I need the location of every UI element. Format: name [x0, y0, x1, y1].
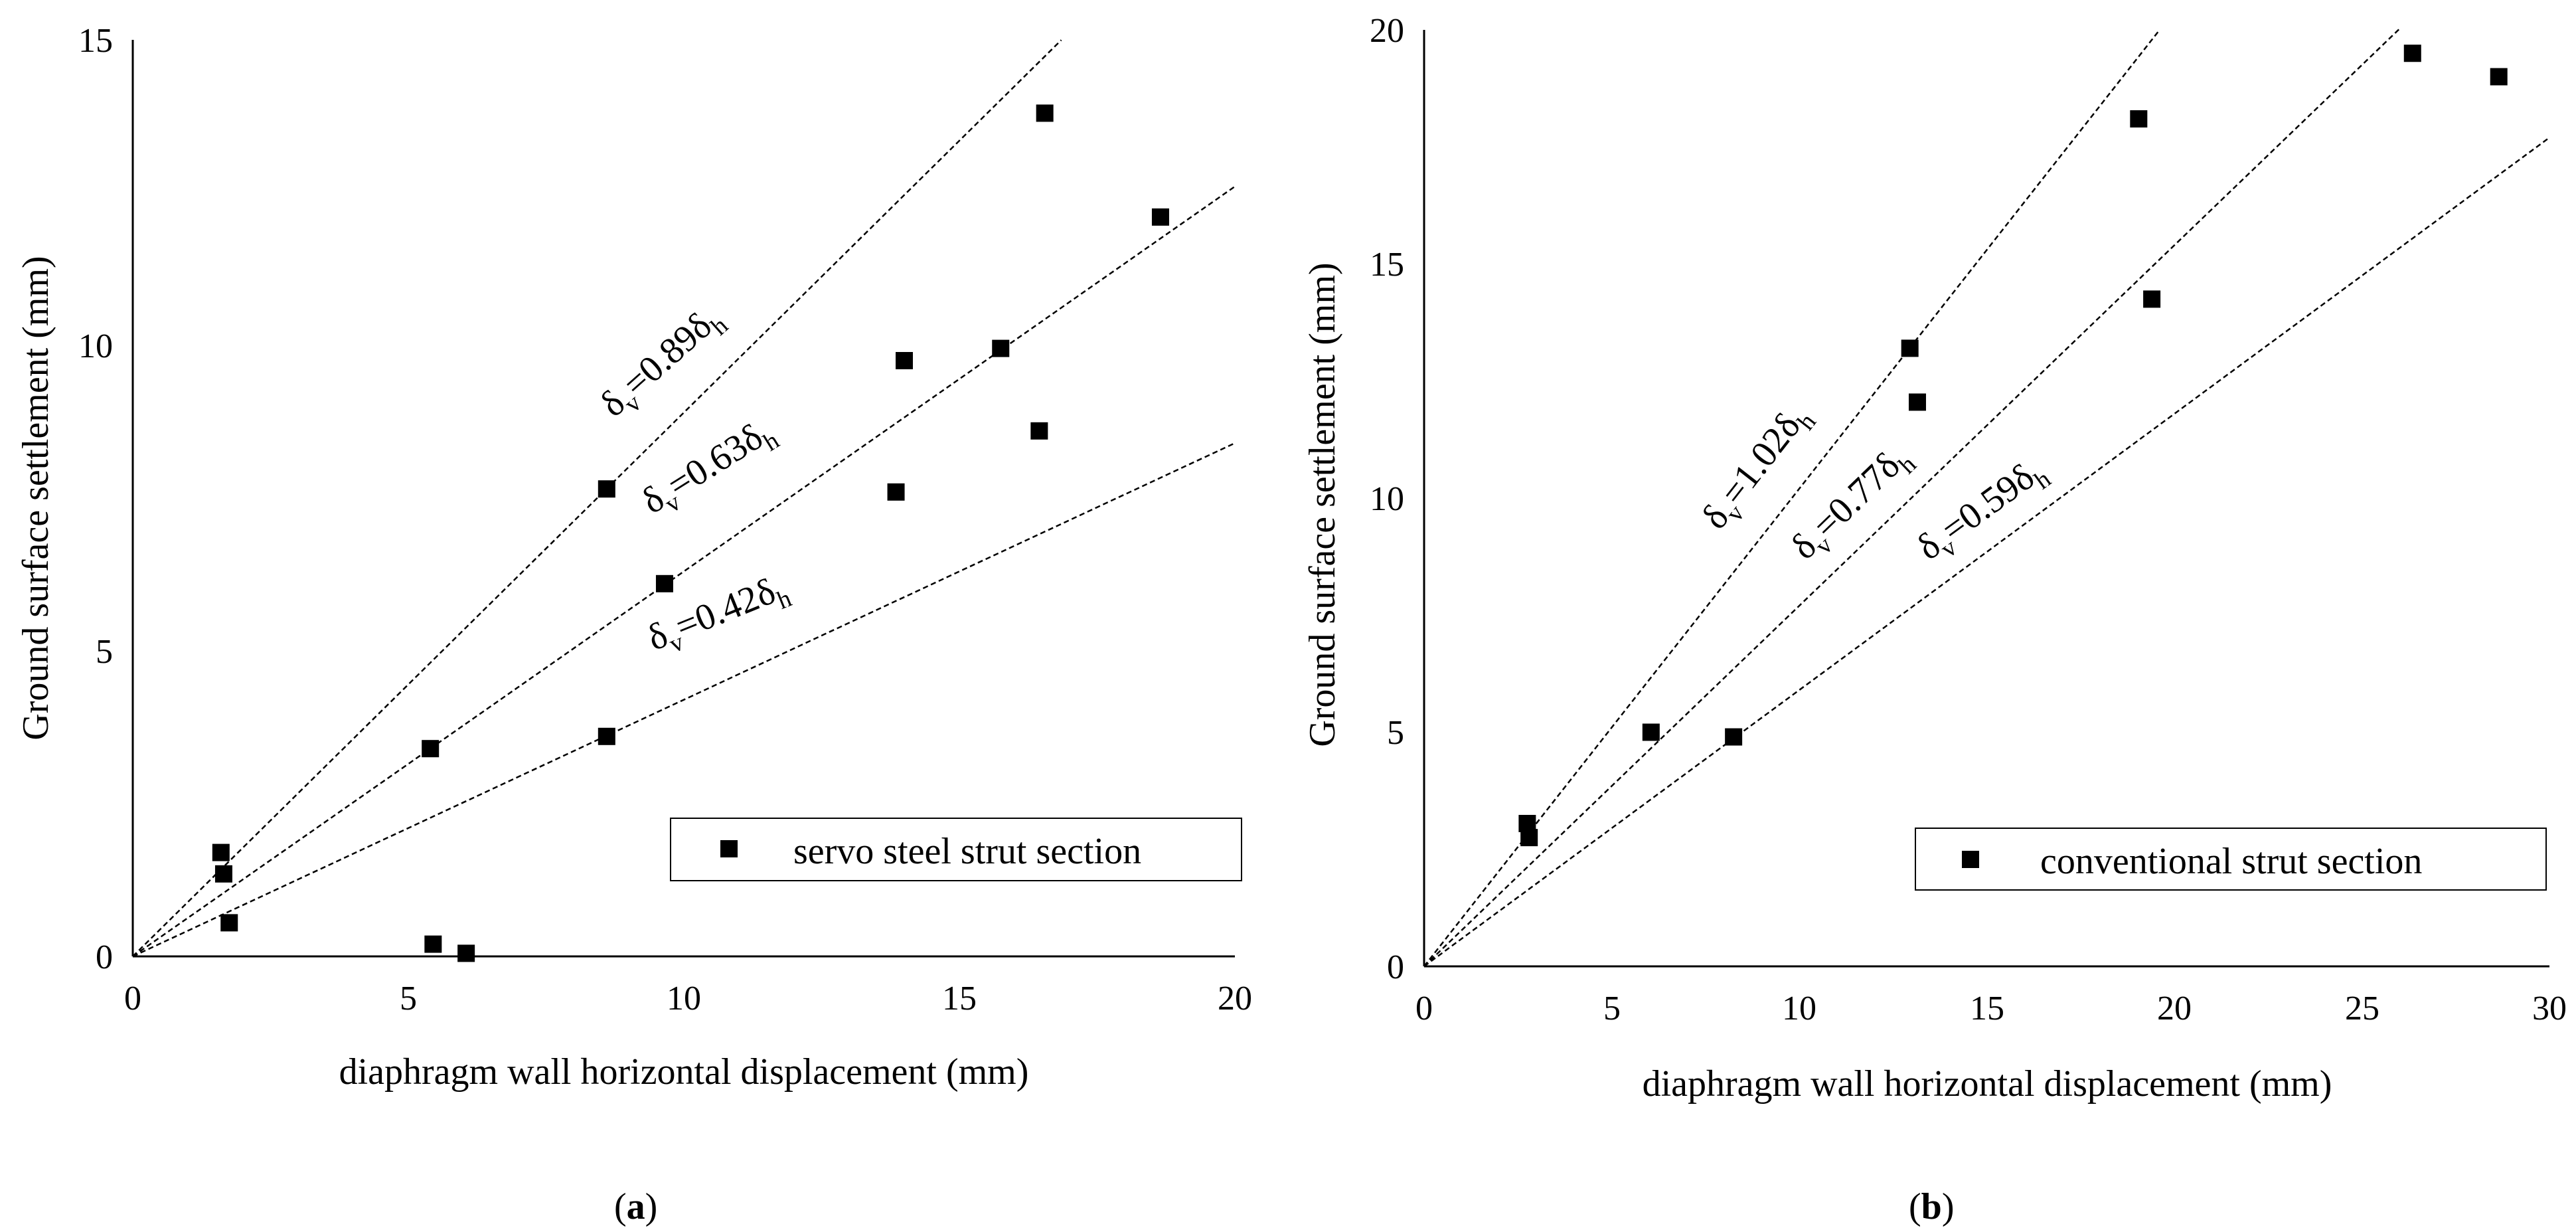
panel-b-legend: conventional strut section [1915, 828, 2547, 891]
data-point [598, 480, 615, 498]
x-tick-label: 15 [942, 980, 977, 1017]
x-tick-label: 25 [2345, 990, 2379, 1027]
x-tick-label: 0 [1415, 990, 1433, 1027]
x-tick-label: 10 [667, 980, 701, 1017]
data-point [1908, 393, 1926, 411]
x-tick-label: 0 [124, 980, 141, 1017]
legend-label: servo steel strut section [793, 831, 1141, 872]
data-point [1036, 104, 1054, 122]
data-point [212, 843, 230, 861]
panel-a-y-ticks: 0 5 10 15 [78, 22, 113, 976]
equation-text: =0.89δ [615, 305, 720, 404]
data-point [220, 914, 238, 932]
panel-b-plot-area [1423, 28, 2550, 968]
panel-b-label: (b) [1909, 1186, 1954, 1227]
data-point [1030, 422, 1048, 440]
reference-line-0_42 [132, 442, 1236, 958]
x-tick-label: 5 [400, 980, 417, 1017]
panel-b: 0 5 10 15 20 25 30 0 5 10 15 20 diaphrag… [1302, 12, 2567, 1227]
y-tick-label: 20 [1370, 12, 1404, 50]
annotation-label: δv=1.02δh [1694, 396, 1821, 541]
x-tick-label: 5 [1603, 990, 1621, 1027]
reference-line-0_77 [1423, 28, 2400, 967]
annotation-label: δv=0.89δh [592, 297, 733, 430]
y-tick-label: 15 [1370, 246, 1404, 284]
panel-a-y-axis-title: Ground surface settlement (mm) [15, 256, 56, 740]
y-tick-label: 5 [1387, 714, 1404, 752]
data-point [1151, 208, 1169, 226]
panel-letter: a [627, 1186, 645, 1227]
panel-a-x-axis-title: diaphragm wall horizontal displacement (… [339, 1051, 1029, 1093]
data-point [992, 339, 1010, 357]
x-tick-label: 20 [1218, 980, 1252, 1017]
panel-b-y-ticks: 0 5 10 15 20 [1370, 12, 1404, 986]
x-tick-label: 30 [2532, 990, 2567, 1027]
data-point [1520, 829, 1538, 847]
legend-label: conventional strut section [2040, 841, 2422, 882]
data-point [655, 574, 673, 592]
annotation-label: δv=0.77δh [1783, 436, 1922, 572]
x-tick-label: 15 [1970, 990, 2004, 1027]
x-tick-label: 20 [2157, 990, 2192, 1027]
data-point [214, 865, 232, 883]
data-point [1901, 339, 1919, 357]
data-point [422, 740, 440, 758]
y-tick-label: 5 [96, 633, 113, 671]
y-tick-label: 10 [1370, 480, 1404, 518]
equation-text: =0.77δ [1805, 445, 1908, 547]
panel-b-x-axis-title: diaphragm wall horizontal displacement (… [1643, 1063, 2332, 1104]
data-point [2143, 290, 2161, 308]
panel-letter: b [1921, 1186, 1942, 1227]
panel-a-label: (a) [614, 1186, 657, 1227]
data-point [2490, 68, 2508, 86]
legend-marker [1962, 851, 1979, 868]
data-point [887, 483, 905, 501]
equation-text: =0.59δ [1934, 456, 2042, 551]
panel-a-x-ticks: 0 5 10 15 20 [124, 980, 1252, 1017]
y-tick-label: 0 [1387, 948, 1404, 986]
annotation-label: δv=0.63δh [635, 410, 784, 528]
legend-box [1915, 828, 2547, 891]
equation-text: =1.02δ [1712, 406, 1809, 513]
data-point [2403, 44, 2421, 62]
y-tick-label: 15 [78, 22, 113, 60]
y-tick-label: 0 [96, 938, 113, 976]
data-point [1642, 723, 1660, 741]
x-tick-label: 10 [1782, 990, 1816, 1027]
legend-box [670, 818, 1242, 881]
data-point [2130, 110, 2148, 128]
panel-b-x-ticks: 0 5 10 15 20 25 30 [1415, 990, 2567, 1027]
y-tick-label: 10 [78, 327, 113, 365]
reference-line-0_89 [132, 39, 1062, 957]
panel-a-plot-area [132, 39, 1236, 962]
data-point [1725, 728, 1743, 746]
panel-a: 0 5 10 15 20 0 5 10 15 diaphragm wall ho… [15, 22, 1252, 1227]
panel-a-legend: servo steel strut section [670, 818, 1242, 881]
data-point [896, 352, 913, 369]
panel-b-y-axis-title: Ground surface settlement (mm) [1302, 262, 1343, 747]
equation-text: =0.42δ [670, 571, 781, 648]
data-point [424, 935, 442, 953]
data-point [457, 944, 475, 962]
equation-text: =0.63δ [661, 416, 770, 506]
legend-marker [720, 840, 738, 857]
data-point [598, 727, 615, 745]
